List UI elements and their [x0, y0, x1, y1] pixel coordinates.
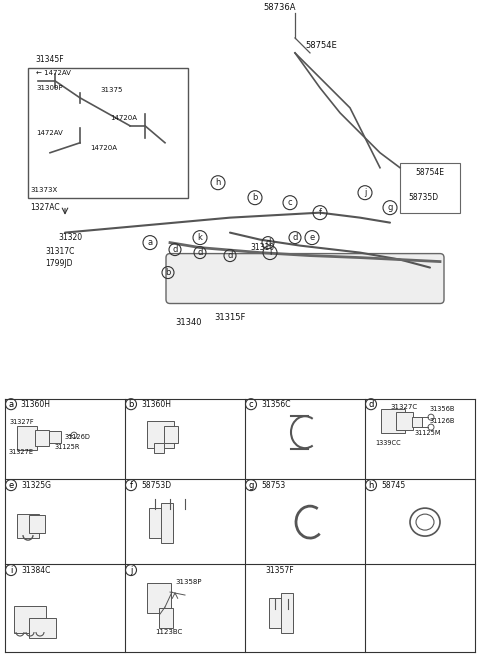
- Text: 1123BC: 1123BC: [155, 629, 182, 635]
- Text: 31358P: 31358P: [175, 579, 202, 585]
- Text: 31373X: 31373X: [30, 187, 57, 193]
- FancyBboxPatch shape: [166, 254, 444, 304]
- FancyBboxPatch shape: [17, 426, 37, 450]
- FancyBboxPatch shape: [14, 606, 46, 633]
- Text: 31357F: 31357F: [266, 566, 294, 575]
- Text: 31340: 31340: [175, 318, 202, 327]
- FancyBboxPatch shape: [147, 583, 171, 613]
- Text: 58745: 58745: [381, 481, 405, 489]
- Text: 58754E: 58754E: [305, 41, 337, 51]
- Text: 31356B: 31356B: [430, 406, 456, 412]
- Text: 31317C: 31317C: [45, 247, 74, 256]
- Text: 31125M: 31125M: [415, 430, 442, 436]
- Text: 31384C: 31384C: [21, 566, 50, 575]
- Text: f: f: [319, 208, 322, 217]
- Text: d: d: [228, 251, 233, 260]
- Text: 58735D: 58735D: [408, 193, 438, 202]
- Text: 31345F: 31345F: [35, 55, 64, 64]
- Text: 1799JD: 1799JD: [45, 259, 72, 268]
- Text: h: h: [216, 178, 221, 187]
- Text: 31327E: 31327E: [9, 449, 34, 455]
- FancyBboxPatch shape: [396, 412, 413, 430]
- Text: 31325G: 31325G: [21, 481, 51, 489]
- Text: 31327C: 31327C: [390, 404, 417, 410]
- FancyBboxPatch shape: [28, 68, 188, 198]
- Text: 31360H: 31360H: [20, 399, 50, 409]
- Text: 31310: 31310: [250, 243, 274, 252]
- Text: e: e: [8, 481, 13, 489]
- Text: 58754E: 58754E: [415, 168, 444, 177]
- Text: i: i: [10, 566, 12, 575]
- FancyBboxPatch shape: [147, 421, 174, 448]
- Text: 31315F: 31315F: [214, 313, 246, 322]
- FancyBboxPatch shape: [412, 417, 422, 427]
- FancyBboxPatch shape: [281, 593, 293, 633]
- FancyBboxPatch shape: [400, 163, 460, 213]
- FancyBboxPatch shape: [35, 430, 49, 446]
- Text: 14720A: 14720A: [90, 145, 117, 150]
- Text: f: f: [130, 481, 132, 489]
- FancyBboxPatch shape: [29, 515, 45, 533]
- FancyBboxPatch shape: [149, 508, 173, 538]
- Text: ← 1472AV: ← 1472AV: [36, 70, 71, 76]
- Text: j: j: [364, 188, 366, 197]
- Text: 31309P: 31309P: [36, 85, 62, 91]
- Text: 31356C: 31356C: [261, 399, 290, 409]
- Text: 1327AC: 1327AC: [30, 203, 60, 212]
- FancyBboxPatch shape: [29, 618, 56, 638]
- Text: 14720A: 14720A: [110, 115, 137, 121]
- Text: k: k: [198, 233, 203, 242]
- Text: 31375: 31375: [100, 87, 122, 93]
- FancyBboxPatch shape: [154, 443, 164, 453]
- Text: 58736A: 58736A: [264, 3, 296, 12]
- Text: j: j: [130, 566, 132, 575]
- Text: c: c: [249, 399, 253, 409]
- Text: 58753D: 58753D: [141, 481, 171, 489]
- Text: 1472AV: 1472AV: [36, 130, 63, 136]
- FancyBboxPatch shape: [269, 598, 293, 628]
- Text: 31320: 31320: [58, 233, 82, 242]
- Text: 1339CC: 1339CC: [375, 440, 401, 446]
- Text: 31360H: 31360H: [141, 399, 171, 409]
- Text: g: g: [248, 481, 254, 489]
- FancyBboxPatch shape: [49, 431, 61, 443]
- FancyBboxPatch shape: [161, 503, 173, 543]
- FancyBboxPatch shape: [381, 409, 405, 433]
- FancyBboxPatch shape: [164, 426, 178, 443]
- FancyBboxPatch shape: [159, 608, 173, 628]
- Text: a: a: [147, 238, 153, 247]
- Text: i: i: [269, 248, 271, 257]
- Text: a: a: [9, 399, 13, 409]
- Text: 58753: 58753: [261, 481, 285, 489]
- Text: h: h: [368, 481, 374, 489]
- Text: 31126D: 31126D: [65, 434, 91, 440]
- Text: g: g: [387, 203, 393, 212]
- Text: d: d: [368, 399, 374, 409]
- Text: c: c: [288, 198, 292, 207]
- Text: d: d: [172, 245, 178, 254]
- FancyBboxPatch shape: [17, 514, 39, 538]
- Text: b: b: [128, 399, 134, 409]
- Text: 31126B: 31126B: [430, 418, 456, 424]
- Text: b: b: [252, 193, 258, 202]
- Text: 31125R: 31125R: [55, 444, 81, 450]
- Text: b: b: [165, 268, 171, 277]
- Text: 31327F: 31327F: [10, 419, 35, 425]
- Text: d: d: [197, 248, 203, 257]
- Text: d: d: [265, 238, 271, 247]
- Text: d: d: [292, 233, 298, 242]
- Text: e: e: [310, 233, 314, 242]
